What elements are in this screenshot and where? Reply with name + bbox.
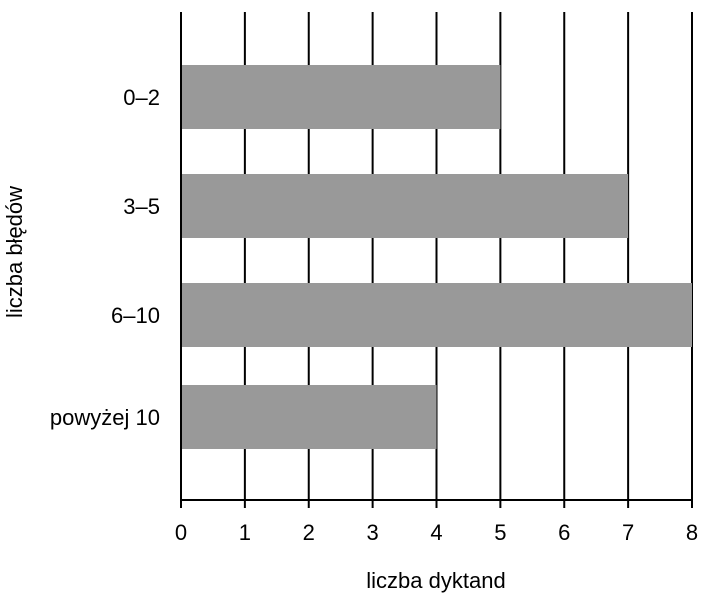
bar-2	[181, 174, 629, 238]
x-tick-label-0: 0	[175, 520, 187, 545]
category-label-1: 0–2	[123, 85, 160, 110]
bars	[181, 65, 692, 449]
x-tick-label-2: 2	[303, 520, 315, 545]
x-axis-title: liczba dyktand	[366, 568, 505, 593]
bar-4	[181, 385, 437, 449]
x-tick-label-7: 7	[622, 520, 634, 545]
category-labels: 0–2 3–5 6–10 powyżej 10	[50, 85, 160, 430]
x-tick-label-1: 1	[239, 520, 251, 545]
category-label-3: 6–10	[111, 303, 160, 328]
x-tick-label-8: 8	[686, 520, 698, 545]
x-tick-label-6: 6	[558, 520, 570, 545]
bar-1	[181, 65, 501, 129]
bar-3	[181, 283, 692, 347]
category-label-2: 3–5	[123, 194, 160, 219]
y-axis-title: liczba błędów	[2, 186, 27, 318]
axes	[180, 12, 693, 508]
category-label-4: powyżej 10	[50, 405, 160, 430]
x-tick-label-4: 4	[430, 520, 442, 545]
x-tick-labels: 0 1 2 3 4 5 6 7 8	[175, 520, 698, 545]
x-tick-label-3: 3	[367, 520, 379, 545]
x-tick-label-5: 5	[494, 520, 506, 545]
